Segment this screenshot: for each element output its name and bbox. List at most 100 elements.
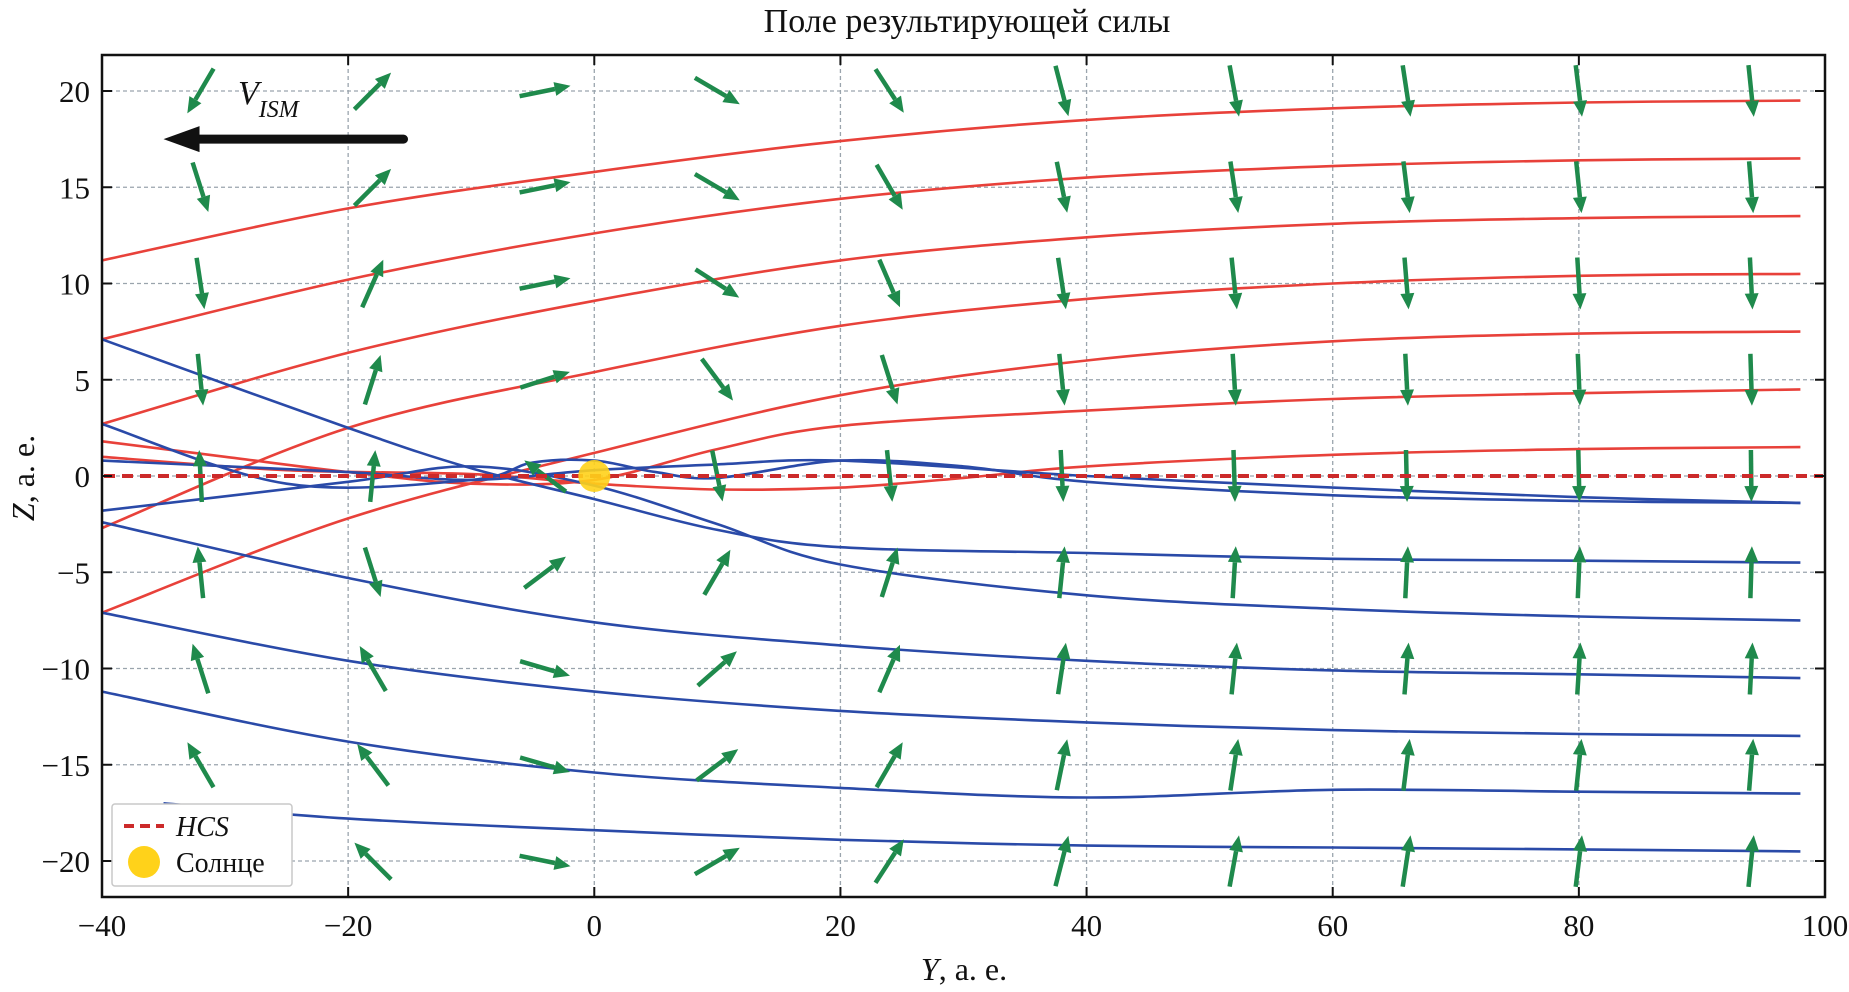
force-arrow-head bbox=[1228, 642, 1243, 660]
force-arrow bbox=[1744, 449, 1759, 502]
force-arrow-shaft bbox=[1055, 257, 1066, 294]
force-arrow-shaft bbox=[693, 172, 728, 195]
force-arrow-head bbox=[1228, 739, 1243, 756]
force-arrow-shaft bbox=[522, 564, 555, 590]
force-arrow-shaft bbox=[193, 67, 216, 101]
force-arrow bbox=[1227, 449, 1242, 502]
force-arrow-shaft bbox=[1057, 353, 1066, 390]
force-arrow bbox=[519, 659, 570, 678]
force-arrow bbox=[1572, 449, 1587, 502]
force-arrow-shaft bbox=[1575, 658, 1582, 695]
force-arrow bbox=[194, 257, 209, 310]
force-arrow-shaft bbox=[519, 755, 556, 770]
y-tick-label: −20 bbox=[42, 844, 90, 879]
force-arrow-head bbox=[1572, 738, 1587, 756]
force-arrow-head bbox=[187, 742, 202, 760]
force-arrow bbox=[362, 355, 383, 406]
force-arrow bbox=[1573, 835, 1587, 888]
force-arrow-shaft bbox=[1575, 257, 1582, 294]
force-arrow-shaft bbox=[873, 851, 897, 885]
force-arrow-shaft bbox=[519, 86, 556, 99]
force-arrow bbox=[1228, 642, 1243, 695]
force-arrow-shaft bbox=[1573, 754, 1583, 791]
y-tick-label: −5 bbox=[57, 555, 90, 590]
y-tick-label: 5 bbox=[75, 363, 91, 398]
force-arrow-head bbox=[1744, 389, 1759, 406]
force-arrow bbox=[1744, 642, 1759, 695]
force-arrow bbox=[1572, 642, 1587, 695]
force-arrow-shaft bbox=[352, 178, 382, 208]
legend-sun-label: Солнце bbox=[176, 848, 265, 879]
force-arrow-head bbox=[359, 646, 374, 664]
force-arrow bbox=[1572, 738, 1587, 791]
red-field-lines bbox=[101, 99, 1801, 614]
force-arrow bbox=[1573, 64, 1587, 117]
red-field-line-red-3 bbox=[101, 214, 1801, 426]
force-arrow-shaft bbox=[367, 465, 377, 503]
force-arrow-shaft bbox=[519, 853, 556, 866]
force-arrow-shaft bbox=[1403, 353, 1410, 390]
force-arrow-head bbox=[1400, 546, 1414, 563]
force-arrow bbox=[187, 742, 216, 789]
force-arrow-head bbox=[1744, 642, 1759, 659]
force-arrow-head bbox=[1572, 293, 1587, 310]
force-arrow bbox=[352, 72, 392, 111]
force-arrow-shaft bbox=[197, 562, 206, 599]
force-arrow-shaft bbox=[1057, 562, 1066, 599]
force-arrow-head bbox=[1057, 835, 1072, 854]
force-arrow bbox=[1399, 449, 1414, 502]
force-arrow-head bbox=[192, 546, 207, 563]
force-arrow bbox=[519, 853, 571, 870]
force-arrow bbox=[695, 749, 739, 783]
force-arrow-shaft bbox=[1229, 257, 1238, 294]
x-axis-label: Y, а. е. bbox=[921, 951, 1007, 987]
force-arrow bbox=[879, 547, 900, 598]
force-arrow bbox=[1227, 835, 1243, 888]
force-arrow-shaft bbox=[1576, 449, 1582, 487]
force-arrow-head bbox=[552, 664, 570, 678]
force-arrow bbox=[522, 556, 566, 590]
force-arrow-shaft bbox=[365, 658, 388, 693]
force-arrow bbox=[1228, 161, 1243, 213]
force-arrow bbox=[524, 460, 568, 494]
force-arrow-shaft bbox=[1747, 658, 1754, 695]
force-arrow-shaft bbox=[360, 273, 379, 309]
force-arrow bbox=[190, 643, 211, 694]
vism-arrow-group: VISM bbox=[163, 75, 409, 153]
force-arrow-head bbox=[883, 485, 898, 502]
force-arrow bbox=[1400, 257, 1415, 310]
force-arrow-head bbox=[1573, 835, 1587, 852]
force-arrow-head bbox=[1229, 99, 1243, 117]
force-arrow-shaft bbox=[1228, 754, 1239, 791]
blue-field-line-blue-6 bbox=[101, 611, 1801, 738]
vism-label: VISM bbox=[238, 75, 301, 123]
force-arrow-head bbox=[1744, 293, 1759, 310]
force-arrow-shaft bbox=[702, 562, 725, 596]
force-arrow-shaft bbox=[197, 465, 205, 503]
force-arrow-shaft bbox=[695, 756, 727, 783]
force-arrow-shaft bbox=[1054, 161, 1067, 198]
y-tick-label: 10 bbox=[59, 267, 90, 302]
force-arrow-head bbox=[1572, 389, 1587, 406]
force-arrow-head bbox=[553, 274, 571, 289]
blue-field-line-blue-4 bbox=[101, 465, 1801, 622]
sun-marker bbox=[578, 460, 611, 492]
force-arrow bbox=[1400, 546, 1414, 599]
force-arrow-shaft bbox=[1055, 658, 1066, 695]
force-arrow-head bbox=[374, 72, 392, 89]
force-arrow-shaft bbox=[362, 369, 378, 406]
force-arrow-head bbox=[1227, 485, 1242, 502]
force-arrow-head bbox=[374, 168, 392, 186]
force-arrow-shaft bbox=[699, 357, 726, 390]
force-arrow-shaft bbox=[194, 257, 205, 294]
force-arrow bbox=[1572, 161, 1587, 214]
legend-hcs-label: HCS bbox=[175, 812, 229, 843]
force-arrow-head bbox=[1399, 485, 1414, 502]
force-arrow bbox=[1744, 353, 1759, 406]
force-arrow-shaft bbox=[1400, 64, 1411, 102]
force-arrow-head bbox=[1056, 389, 1070, 406]
force-arrow bbox=[877, 644, 901, 694]
force-arrow-shaft bbox=[535, 468, 568, 494]
force-arrow-shaft bbox=[874, 754, 897, 789]
force-arrow-head bbox=[888, 192, 903, 210]
